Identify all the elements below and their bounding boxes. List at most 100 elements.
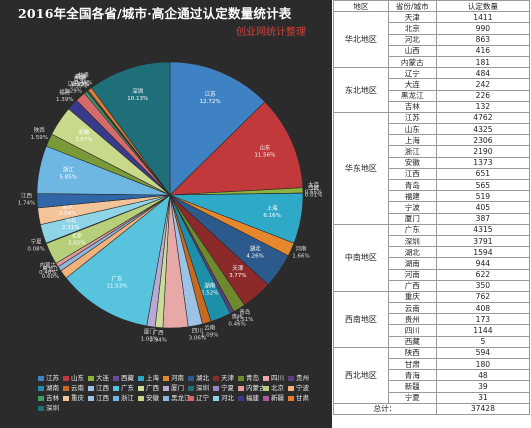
table-row: 华东地区 江苏 4762: [333, 111, 531, 225]
province-cell: 甘肃: [387, 357, 437, 371]
province-cell: 青海: [387, 369, 437, 382]
legend-item: 福建: [238, 394, 259, 402]
table-row: 浙江 2190: [334, 145, 531, 158]
table-row: 中南地区 广东 4315: [333, 223, 531, 292]
province-cell: 内蒙古: [387, 55, 437, 69]
legend-item: 上海: [138, 374, 159, 382]
province-cell: 河北: [387, 33, 437, 46]
count-cell: 408: [435, 302, 531, 315]
legend-label: 天津: [221, 374, 234, 382]
table-row: 黑龙江 226: [334, 89, 531, 102]
province-cell: 广东: [387, 223, 437, 236]
legend-label: 浙江: [121, 394, 134, 402]
slice-label: 西藏: [308, 184, 320, 192]
legend-swatch: [213, 385, 219, 391]
table-row: 河北 863: [334, 33, 531, 46]
slice-label: 辽宁: [68, 79, 80, 87]
total-value: 37428: [435, 402, 531, 415]
count-cell: 4315: [435, 223, 531, 236]
legend-item: 广东: [113, 384, 134, 392]
legend-item: 四川: [263, 374, 284, 382]
region-cell: 中南地区: [333, 223, 389, 292]
slice-label: 1.74%: [18, 201, 35, 207]
legend-swatch: [38, 405, 44, 411]
province-cell: 江苏: [387, 111, 437, 125]
legend-item: 深圳: [188, 384, 209, 392]
legend-swatch: [238, 385, 244, 391]
legend-label: 大连: [96, 374, 109, 382]
slice-label: 江西: [21, 193, 33, 200]
province-cell: 浙江: [387, 145, 437, 158]
legend-label: 江苏: [46, 374, 59, 382]
legend-label: 厦门: [171, 384, 184, 392]
count-cell: 944: [435, 257, 531, 270]
slice-label: 安徽: [78, 128, 90, 136]
province-cell: 江西: [387, 167, 437, 181]
count-cell: 39: [435, 380, 531, 393]
legend-label: 深圳: [196, 384, 209, 392]
legend-swatch: [213, 375, 219, 381]
slice-label: 河南: [295, 244, 307, 252]
legend-swatch: [88, 385, 94, 391]
legend-label: 山东: [71, 374, 84, 382]
province-cell: 贵州: [387, 313, 437, 326]
count-cell: 4325: [435, 123, 531, 136]
slice-label: 1.29%: [65, 88, 82, 94]
legend-label: 内蒙古: [246, 384, 266, 392]
count-cell: 622: [435, 268, 531, 281]
legend-item: 宁波: [288, 384, 309, 392]
province-cell: 陕西: [387, 346, 437, 360]
slice-label: 贵州: [232, 313, 243, 321]
legend-swatch: [188, 395, 194, 401]
legend-label: 吉林: [46, 394, 59, 402]
slice-label: 宁夏: [31, 238, 43, 246]
slice-label: 新疆: [75, 73, 87, 81]
slice-label: 甘肃: [78, 71, 90, 79]
province-cell: 宁夏: [387, 391, 437, 404]
province-cell: 黑龙江: [387, 89, 437, 102]
province-cell: 河南: [387, 268, 437, 281]
legend-swatch: [113, 385, 119, 391]
legend-label: 广东: [121, 384, 134, 392]
count-cell: 181: [435, 55, 531, 69]
province-cell: 广西: [387, 279, 437, 292]
legend-swatch: [263, 385, 269, 391]
slice-label: 大连: [308, 181, 320, 189]
slice-label: 6.16%: [263, 213, 280, 219]
slice-label: 四川: [192, 328, 203, 335]
slice-label: 11.56%: [254, 153, 275, 159]
count-cell: 31: [435, 391, 531, 404]
legend-swatch: [63, 395, 69, 401]
legend-label: 宁波: [296, 384, 309, 392]
slice-label: 山东: [259, 144, 271, 152]
legend-swatch: [138, 385, 144, 391]
legend-label: 西藏: [121, 374, 134, 382]
pie-slice-0: [169, 61, 266, 196]
table-header-row: 地区 省份/城市 认定数量: [333, 0, 531, 13]
slice-label: 1.51%: [236, 317, 253, 323]
count-cell: 5: [435, 335, 531, 348]
province-cell: 天津: [387, 11, 437, 24]
count-cell: 180: [435, 357, 531, 371]
legend-item: 江西: [88, 384, 109, 392]
province-cell: 深圳: [387, 234, 437, 248]
table-row: 深圳 3791: [334, 234, 531, 248]
data-table-panel: 地区 省份/城市 认定数量 华北地区 天津 1411 北京 990 河北 863 山西 416 内…: [333, 0, 531, 428]
table-row: 河南 622: [334, 268, 531, 281]
pie-slice-16: [65, 194, 171, 327]
slice-label: 0.94%: [149, 338, 166, 344]
pie-slice-1: [169, 101, 304, 196]
count-cell: 4762: [435, 111, 531, 125]
legend-item: 广西: [138, 384, 159, 392]
slice-label: 1.59%: [30, 135, 47, 141]
table-row: 北京 990: [334, 22, 531, 35]
table-row: 西藏 5: [334, 335, 531, 348]
count-cell: 3791: [435, 234, 531, 248]
pie-chart-panel: 江苏 12.72% 山东 11.56% 大连 0.65% 西藏 0.01% 上海 6.16% 河南 1…: [0, 0, 332, 428]
legend-item: 内蒙古: [238, 384, 266, 392]
slice-label: 0.13%: [72, 82, 89, 88]
pie-chart: 江苏12.72%山东11.56%大连0.65%西藏0.01%上海6.16%河南1…: [18, 61, 322, 344]
table-row: 宁夏 31: [334, 391, 531, 404]
legend-label: 河北: [221, 394, 234, 402]
legend-item: 厦门: [163, 384, 184, 392]
